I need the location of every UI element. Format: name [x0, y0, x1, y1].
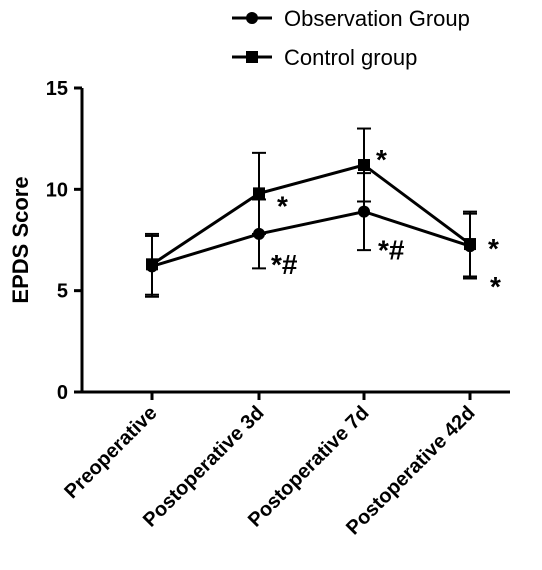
legend-label-control: Control group	[284, 45, 417, 70]
y-ticks: 0 5 10 15	[46, 78, 82, 404]
data-point-circle	[358, 205, 370, 218]
significance-annotation: *	[490, 271, 501, 302]
y-axis-title: EPDS Score	[8, 176, 33, 303]
legend: Observation Group Control group	[232, 6, 470, 70]
y-tick-label: 5	[57, 281, 68, 303]
significance-annotation: *#	[271, 249, 298, 280]
y-tick-label: 0	[57, 382, 68, 404]
y-tick-label: 10	[46, 179, 68, 201]
legend-marker-control	[246, 51, 258, 63]
y-tick-label: 15	[46, 78, 68, 100]
axes	[80, 88, 510, 394]
data-point-square	[146, 258, 158, 271]
significance-annotation: *	[488, 233, 499, 264]
series-control	[145, 127, 477, 296]
series-line	[151, 210, 471, 268]
data-point-square	[253, 187, 265, 200]
legend-label-observation: Observation Group	[284, 6, 470, 31]
data-point-square	[358, 159, 370, 172]
plot-area	[145, 127, 477, 298]
legend-entry-control: Control group	[232, 45, 417, 70]
data-point-square	[464, 238, 476, 251]
significance-annotation: *#	[378, 235, 405, 266]
legend-marker-observation	[246, 12, 258, 24]
significance-annotation: *	[277, 190, 288, 221]
significance-annotation: *	[376, 144, 387, 175]
significance-annotations: * *# * *# * *	[271, 144, 501, 302]
x-category-label: Preoperative	[60, 402, 161, 503]
series-line	[151, 163, 471, 266]
legend-entry-observation: Observation Group	[232, 6, 470, 31]
